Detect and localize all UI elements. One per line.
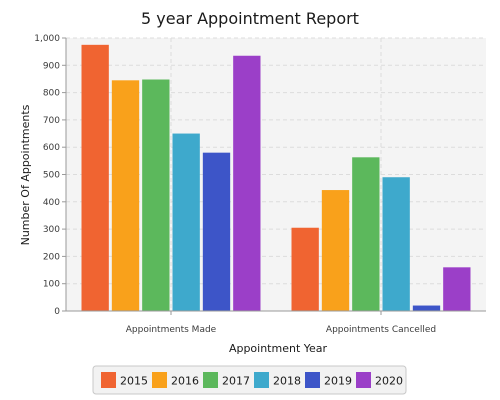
- legend-label-2018: 2018: [273, 375, 301, 388]
- bar-2019-cancelled[interactable]: [412, 305, 441, 311]
- bars: [81, 44, 471, 312]
- y-tick-label: 1,000: [34, 34, 60, 44]
- legend-swatch-2018: [254, 372, 269, 388]
- y-tick-label: 400: [43, 198, 60, 208]
- legend-label-2016: 2016: [171, 375, 199, 388]
- y-axis-ticks: 0 100 200 300 400 500 600 700 800 900 1,000: [34, 34, 66, 317]
- bar-2018-cancelled[interactable]: [382, 177, 410, 311]
- y-tick-label: 700: [43, 116, 60, 126]
- y-axis-title: Number Of Appointments: [19, 104, 32, 245]
- y-tick-label: 100: [43, 280, 60, 290]
- y-tick-label: 300: [43, 225, 60, 235]
- legend-label-2015: 2015: [120, 375, 148, 388]
- bar-2020-made[interactable]: [233, 55, 261, 312]
- legend-label-2020: 2020: [375, 375, 403, 388]
- x-axis-ticks: Appointments Made Appointments Cancelled: [126, 311, 436, 335]
- bar-2016-cancelled[interactable]: [321, 190, 350, 311]
- y-tick-label: 200: [43, 252, 60, 262]
- legend-swatch-2019: [305, 372, 320, 388]
- chart-title: 5 year Appointment Report: [141, 9, 359, 28]
- legend: 2015 2016 2017 2018 2019 2020: [92, 365, 407, 395]
- legend-swatch-2017: [203, 372, 218, 388]
- legend-label-2017: 2017: [222, 375, 250, 388]
- bar-2020-cancelled[interactable]: [443, 267, 471, 311]
- x-tick-label: Appointments Cancelled: [326, 325, 436, 335]
- legend-swatch-2020: [356, 372, 371, 388]
- bar-2016-made[interactable]: [111, 80, 140, 311]
- bar-2015-cancelled[interactable]: [291, 227, 319, 311]
- bar-2015-made[interactable]: [81, 44, 109, 311]
- bar-2017-cancelled[interactable]: [352, 157, 380, 311]
- bar-2019-made[interactable]: [202, 152, 231, 311]
- bar-2017-made[interactable]: [142, 79, 170, 311]
- y-tick-label: 600: [43, 143, 60, 153]
- x-axis-title: Appointment Year: [229, 342, 328, 355]
- y-tick-label: 500: [43, 171, 60, 181]
- legend-swatch-2016: [152, 372, 167, 388]
- legend-label-2019: 2019: [324, 375, 352, 388]
- legend-box: [92, 365, 407, 395]
- x-tick-label: Appointments Made: [126, 325, 217, 335]
- legend-swatch-2015: [101, 372, 116, 388]
- y-tick-label: 900: [43, 61, 60, 71]
- bar-2018-made[interactable]: [172, 133, 200, 311]
- y-tick-label: 800: [43, 89, 60, 99]
- y-tick-label: 0: [54, 307, 60, 317]
